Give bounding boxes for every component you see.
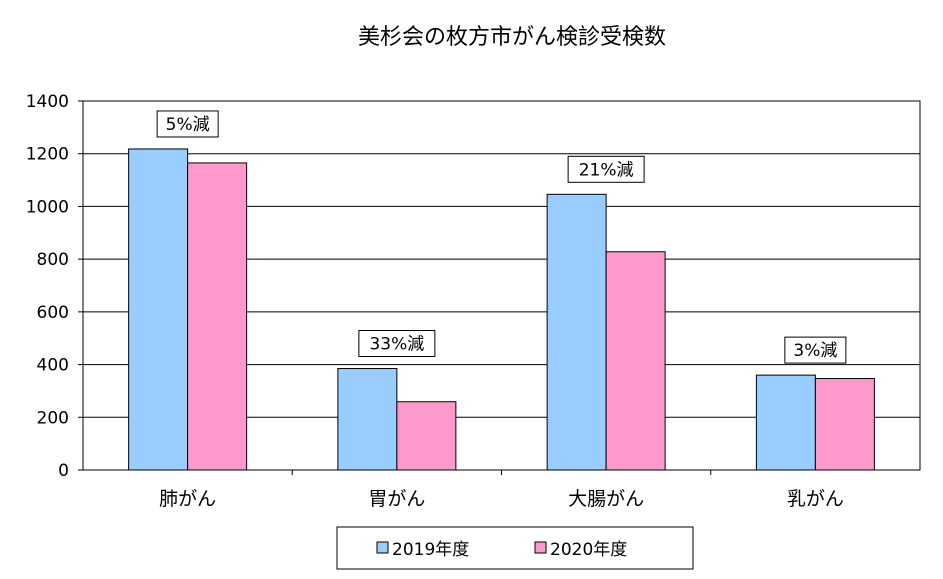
y-tick-label: 1000 <box>26 197 69 217</box>
annotation-label: 33%減 <box>369 335 424 355</box>
chart-title: 美杉会の枚方市がん検診受検数 <box>358 25 666 50</box>
y-tick-label: 1400 <box>26 92 69 112</box>
y-tick-label: 600 <box>37 303 69 323</box>
x-category-label: 肺がん <box>159 488 216 510</box>
y-tick-label: 200 <box>37 408 69 428</box>
axes-layer <box>78 100 921 475</box>
y-tick-label: 0 <box>58 461 69 481</box>
bar-2019年度-肺がん <box>128 148 189 471</box>
annotation-box <box>567 155 645 183</box>
annotation-box <box>156 110 219 138</box>
bars-layer <box>128 148 875 471</box>
annotation-label: 5%減 <box>166 115 210 135</box>
legend-label: 2020年度 <box>550 540 627 560</box>
bar-2020年度-肺がん <box>187 162 248 471</box>
bar-2019年度-胃がん <box>337 368 398 471</box>
bar-2019年度-乳がん <box>755 374 816 471</box>
bar-2020年度-胃がん <box>396 401 457 471</box>
x-category-label: 大腸がん <box>568 488 644 510</box>
legend: 2019年度 2020年度 <box>336 526 694 570</box>
annotation-label: 21%減 <box>579 160 634 180</box>
x-category-label: 乳がん <box>787 488 844 510</box>
annotation-box <box>784 336 847 364</box>
y-tick-label: 800 <box>37 250 69 270</box>
y-tick-label: 1200 <box>26 145 69 165</box>
annotation-box <box>358 330 436 358</box>
bar-2020年度-大腸がん <box>605 251 666 471</box>
legend-box <box>336 526 694 570</box>
legend-label: 2019年度 <box>392 540 469 560</box>
annotations-layer: 5%減 33%減 21%減 3%減 <box>156 110 847 364</box>
legend-swatch <box>376 541 389 554</box>
annotation-label: 3%減 <box>793 341 837 361</box>
x-category-label: 胃がん <box>368 488 425 510</box>
labels-layer: 0 200 400 600 800 1000 1200 1400 肺がん 胃がん 大腸がん 乳がん <box>26 92 844 510</box>
bar-2019年度-大腸がん <box>546 193 607 471</box>
bar-2020年度-乳がん <box>814 378 875 471</box>
legend-swatch <box>534 541 547 554</box>
y-tick-label: 400 <box>37 356 69 376</box>
